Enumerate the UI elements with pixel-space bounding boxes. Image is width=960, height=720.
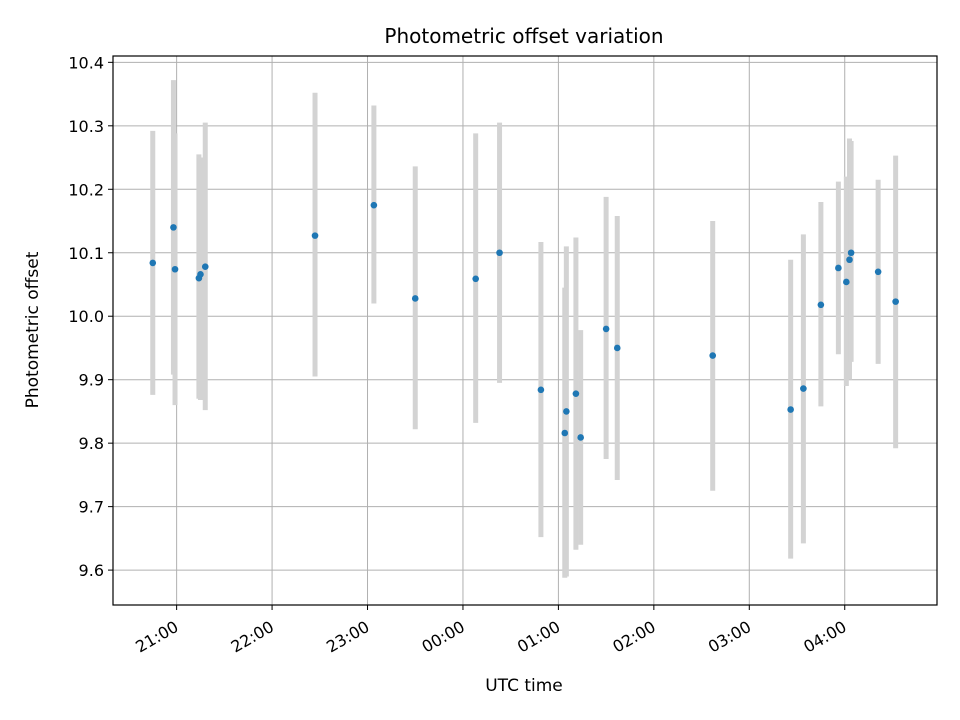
- data-point: [709, 352, 717, 359]
- data-point: [149, 259, 157, 267]
- y-tick-label: 10.3: [68, 117, 104, 136]
- data-point: [846, 256, 853, 264]
- data-point: [613, 344, 621, 352]
- y-axis-title: Photometric offset: [23, 251, 43, 408]
- x-axis-title: UTC time: [485, 676, 563, 696]
- plot-frame: [112, 55, 938, 606]
- data-point: [572, 390, 580, 397]
- y-tick-label: 10.4: [68, 53, 104, 72]
- chart-title: Photometric offset variation: [384, 24, 663, 48]
- data-point: [835, 264, 842, 272]
- data-point: [847, 249, 855, 257]
- y-tick-label: 9.8: [79, 434, 104, 453]
- data-point: [311, 232, 319, 239]
- y-axis: 9.6 9.7 9.8 9.9 10.0 10.1 10.2 10.3 10.4: [68, 53, 113, 580]
- data-point: [171, 265, 179, 273]
- y-tick-label: 10.1: [68, 244, 104, 263]
- data-point: [787, 406, 794, 413]
- data-point: [201, 263, 209, 271]
- data-point: [800, 385, 807, 392]
- data-point: [472, 275, 479, 283]
- y-tick-label: 9.9: [79, 371, 104, 390]
- data-point: [496, 249, 503, 257]
- data-point: [843, 278, 850, 286]
- data-point: [817, 301, 825, 309]
- data-points: [149, 201, 899, 441]
- data-point: [874, 268, 882, 276]
- data-point: [170, 224, 177, 231]
- y-tick-label: 9.7: [79, 498, 104, 517]
- data-point: [197, 271, 204, 278]
- y-tick-label: 10.0: [68, 307, 104, 326]
- data-point: [561, 429, 569, 437]
- data-point: [370, 201, 378, 209]
- data-point: [537, 386, 545, 394]
- data-point: [563, 408, 570, 415]
- y-tick-label: 9.6: [79, 561, 104, 580]
- data-point: [892, 298, 899, 305]
- data-point: [411, 295, 419, 302]
- grid: [113, 56, 937, 605]
- y-tick-label: 10.2: [68, 180, 104, 199]
- data-point: [602, 325, 610, 333]
- data-point: [577, 434, 584, 441]
